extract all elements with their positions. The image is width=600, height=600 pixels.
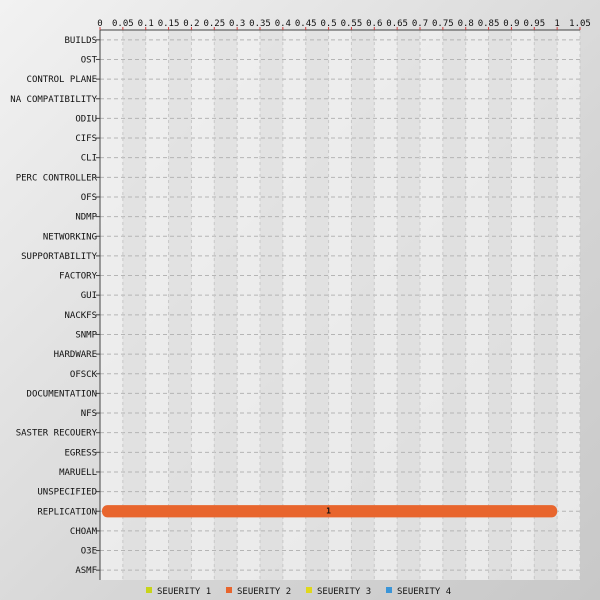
plot-band [282, 30, 306, 580]
legend: SEUERITY 1 SEUERITY 2 SEUERITY 3 SEUERITY 4 [146, 587, 451, 597]
category-label: SASTER RECOUERY [16, 429, 98, 439]
category-label: CHOAM [70, 527, 98, 537]
x-tick-label: 0.75 [432, 19, 454, 29]
plot-band [511, 30, 535, 580]
category-label: O3E [81, 547, 97, 557]
category-label: CLI [81, 154, 97, 164]
data-labels: 1 [326, 506, 331, 515]
category-label: SNMP [75, 330, 97, 340]
plot-band [465, 30, 489, 580]
category-label: BUILDS [64, 36, 97, 46]
x-tick-label: 0.2 [183, 19, 199, 29]
bars [102, 505, 558, 518]
category-label: REPLICATION [37, 507, 97, 517]
plot-band [214, 30, 238, 580]
category-label: NDMP [75, 213, 97, 223]
plot-band [122, 30, 146, 580]
x-tick-label: 0.15 [158, 19, 180, 29]
category-label: OFS [81, 193, 97, 203]
x-axis-ticks: 0 0.05 0.1 0.15 0.2 0.25 0.3 0.35 0.4 0.45 0.5 0.55… [97, 19, 591, 30]
x-tick-label: 0.4 [275, 19, 291, 29]
category-label: NFS [81, 409, 97, 419]
bar-replication[interactable] [102, 505, 558, 518]
category-label: DOCUMENTATION [27, 389, 97, 399]
category-label: GUI [81, 291, 97, 301]
plot-area-bands [100, 30, 580, 580]
plot-band [397, 30, 420, 580]
x-tick-label: 0.6 [366, 19, 382, 29]
x-tick-label: 0 [97, 19, 102, 29]
legend-swatch [386, 587, 392, 593]
category-label: CONTROL PLANE [27, 75, 97, 85]
category-label: NETWORKING [43, 232, 97, 242]
category-label: PERC CONTROLLER [16, 173, 98, 183]
x-tick-label: 0.95 [523, 19, 545, 29]
category-label: CIFS [75, 134, 97, 144]
category-label: SUPPORTABILITY [21, 252, 97, 262]
plot-band [237, 30, 260, 580]
grid-lines [99, 30, 581, 580]
x-tick-label: 0.3 [229, 19, 245, 29]
x-tick-label: 0.45 [295, 19, 317, 29]
x-tick-label: 0.35 [249, 19, 271, 29]
plot-band [145, 30, 169, 580]
legend-label: SEUERITY 4 [397, 587, 451, 597]
legend-swatch [306, 587, 312, 593]
plot-band [260, 30, 283, 580]
plot-band [488, 30, 512, 580]
data-label: 1 [326, 506, 331, 515]
x-tick-label: 0.65 [386, 19, 408, 29]
legend-swatch [146, 587, 152, 593]
x-tick-label: 0.1 [138, 19, 154, 29]
x-tick-label: 0.9 [503, 19, 519, 29]
category-label: HARDWARE [54, 350, 97, 360]
category-label: EGRESS [64, 448, 97, 458]
axes [99, 28, 580, 580]
x-tick-label: 0.5 [320, 19, 336, 29]
legend-swatch [226, 587, 232, 593]
x-tick-label: 0.55 [341, 19, 363, 29]
legend-label: SEUERITY 1 [157, 587, 211, 597]
y-axis-categories: BUILDS OST CONTROL PLANE NA COMPATIBILITY OD… [10, 36, 100, 576]
plot-band [374, 30, 398, 580]
category-label: MARUELL [59, 468, 97, 478]
plot-band [534, 30, 558, 580]
category-label: ODIU [75, 114, 97, 124]
plot-band [351, 30, 375, 580]
category-label: OFSCK [70, 370, 98, 380]
x-tick-label: 0.8 [458, 19, 474, 29]
plot-band [168, 30, 192, 580]
category-label: OST [81, 55, 98, 65]
plot-band [100, 30, 123, 580]
category-label: NACKFS [64, 311, 97, 321]
category-label: FACTORY [59, 272, 98, 282]
x-tick-label: 0.25 [203, 19, 225, 29]
x-tick-label: 0.05 [112, 19, 134, 29]
category-label: NA COMPATIBILITY [10, 95, 97, 105]
x-tick-label: 1 [554, 19, 559, 29]
category-label: UNSPECIFIED [37, 488, 97, 498]
category-label: ASMF [75, 566, 97, 576]
plot-band [557, 30, 580, 580]
plot-band [442, 30, 466, 580]
plot-band [191, 30, 215, 580]
legend-label: SEUERITY 2 [237, 587, 291, 597]
plot-band [305, 30, 329, 580]
plot-band [420, 30, 443, 580]
x-tick-label: 0.7 [412, 19, 428, 29]
x-tick-label: 0.85 [478, 19, 500, 29]
legend-label: SEUERITY 3 [317, 587, 371, 597]
plot-band [328, 30, 352, 580]
x-tick-label: 1.05 [569, 19, 591, 29]
